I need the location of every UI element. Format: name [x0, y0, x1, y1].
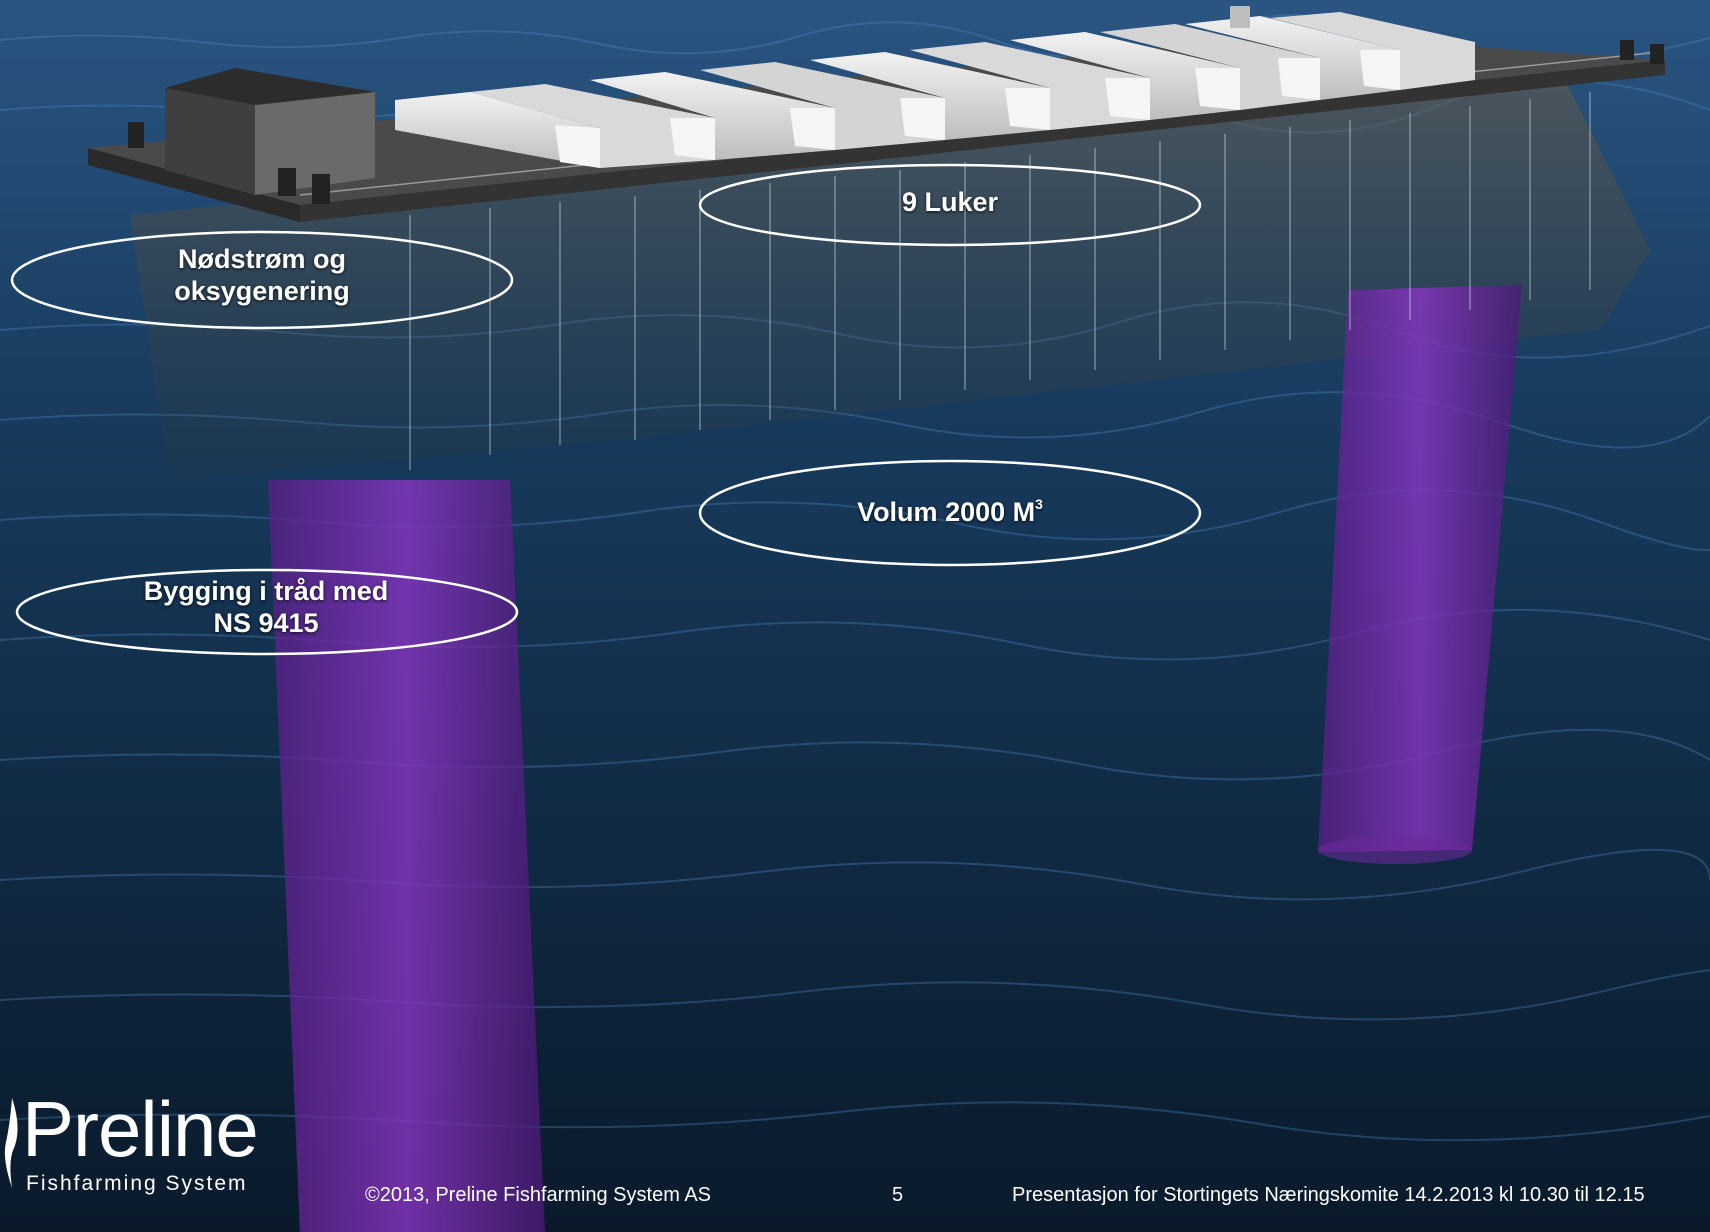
callout-volum-superscript: 3: [1035, 496, 1043, 512]
callout-ovals: [10, 163, 1202, 656]
oval-bygging: [15, 568, 519, 656]
submerged-hull: [130, 70, 1650, 480]
callout-nodstrom-line1: Nødstrøm og: [178, 244, 346, 274]
callout-nodstrom: Nødstrøm og oksygenering: [12, 243, 512, 308]
callout-bygging: Bygging i tråd med NS 9415: [16, 575, 516, 640]
logo-subtitle: Fishfarming System: [26, 1172, 248, 1195]
footer-copyright: ©2013, Preline Fishfarming System AS: [365, 1184, 711, 1206]
deck-equipment: [1230, 6, 1250, 28]
callout-luker: 9 Luker: [700, 186, 1200, 218]
callout-bygging-line1: Bygging i tråd med: [143, 576, 389, 606]
footer-page-number: 5: [892, 1184, 904, 1206]
pipe-left: [268, 480, 545, 1232]
hatches: [395, 12, 1475, 168]
mooring-lines: [409, 92, 1591, 470]
logo-name: Preline: [22, 1085, 259, 1173]
bollards: [128, 40, 1664, 204]
callout-bygging-line2: NS 9415: [213, 608, 319, 639]
platform-edge: [88, 148, 300, 222]
hatch-ends: [555, 50, 1400, 168]
callout-volum: Volum 2000 M3: [700, 496, 1200, 528]
callout-nodstrom-line2: oksygenering: [174, 276, 350, 307]
oval-nodstrom: [10, 230, 514, 330]
logo-mark-icon: [4, 1098, 18, 1188]
oval-luker: [698, 163, 1202, 247]
footer-presentation-title: Presentasjon for Stortingets Næringskomi…: [1012, 1184, 1645, 1206]
preline-logo: Preline Fishfarming System: [0, 1090, 280, 1205]
pipe-right-bottom: [1318, 836, 1472, 864]
callout-volum-text: Volum 2000 M: [857, 497, 1036, 527]
pipe-right: [1318, 285, 1522, 852]
oval-volum: [698, 459, 1202, 567]
house: [165, 68, 375, 195]
callout-luker-text: 9 Luker: [901, 187, 999, 217]
platform-front: [300, 60, 1665, 222]
